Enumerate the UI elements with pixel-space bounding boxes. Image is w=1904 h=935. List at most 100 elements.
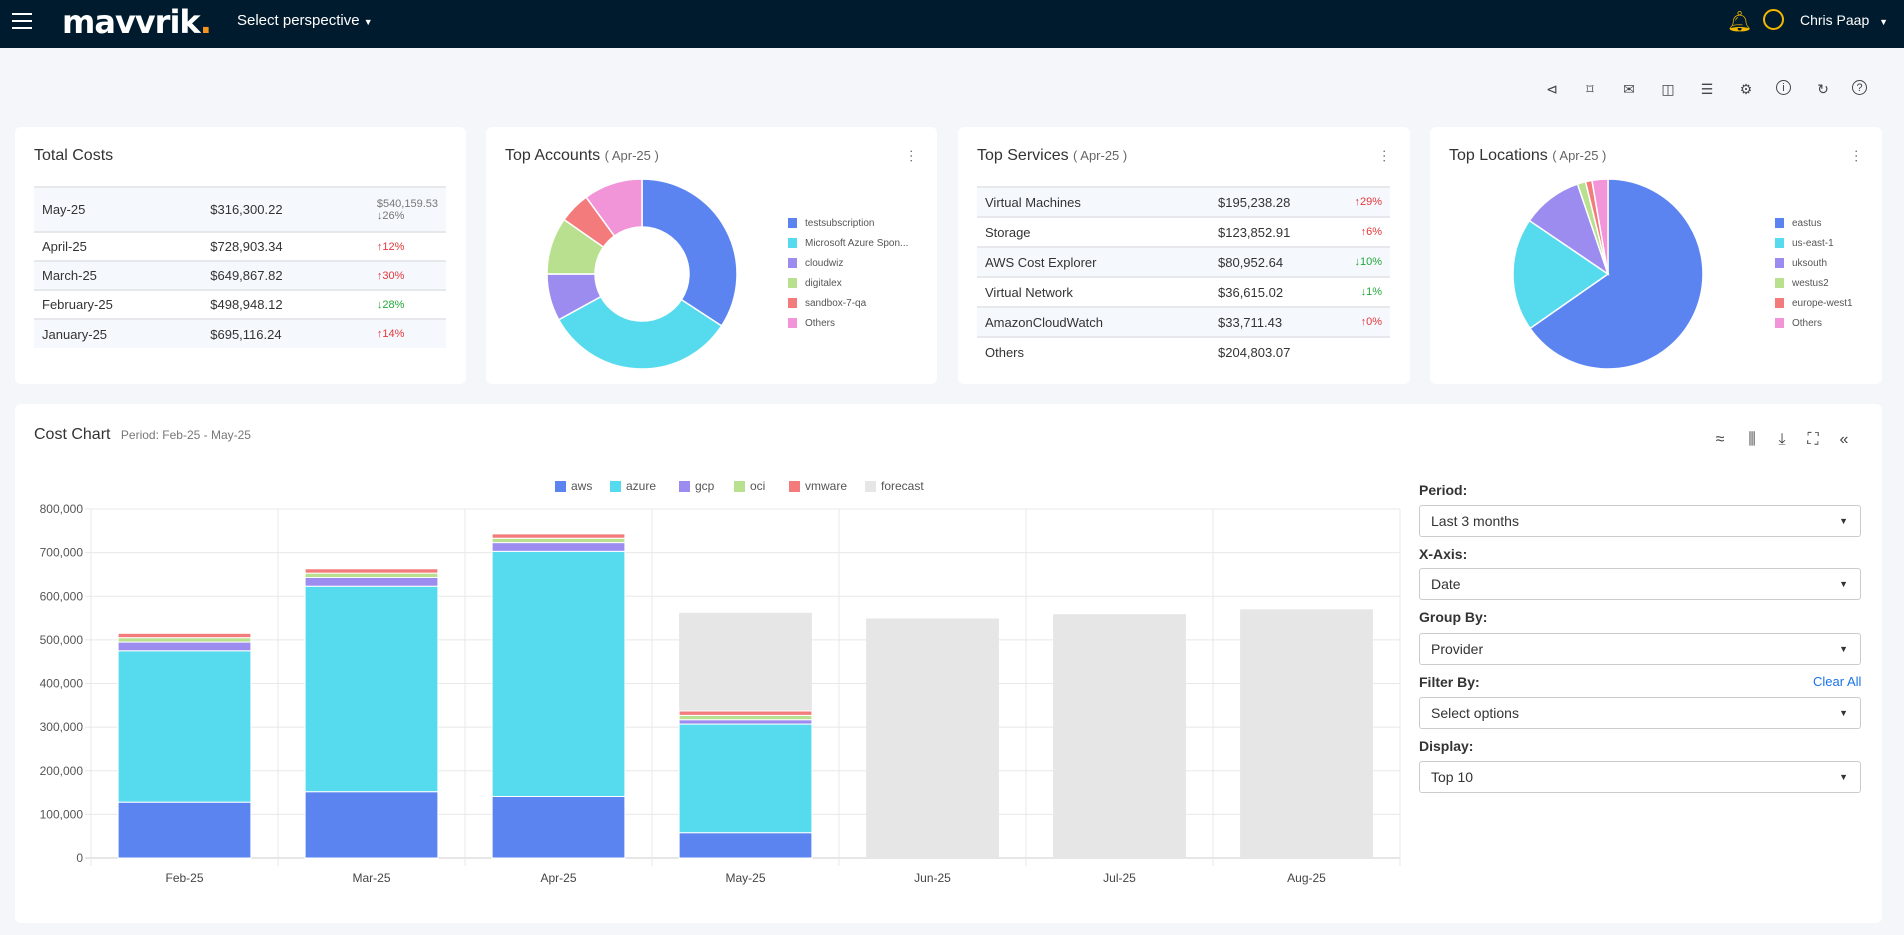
bar-oci-Feb-25[interactable] (117, 637, 252, 643)
bar-oci-Mar-25[interactable] (304, 572, 439, 578)
x-tick-label: Jun-25 (914, 871, 951, 885)
bar-chart-icon[interactable]: ⫼ (1748, 431, 1756, 448)
bar-vmware-Mar-25[interactable] (304, 568, 439, 574)
notification-bell-icon[interactable]: 🔔︎ (1727, 11, 1753, 33)
legend-item[interactable]: Others (1775, 313, 1853, 333)
legend-label[interactable]: gcp (695, 479, 715, 493)
clear-all-link[interactable]: Clear All (1813, 674, 1862, 689)
legend-item[interactable]: westus2 (1775, 273, 1853, 293)
collapse-icon[interactable]: « (1839, 431, 1849, 448)
legend-label[interactable]: oci (750, 479, 765, 493)
period-select[interactable]: Last 3 months ▼ (1419, 505, 1861, 537)
legend-item[interactable]: Microsoft Azure Spon... (788, 233, 908, 253)
bar-vmware-Apr-25[interactable] (491, 533, 626, 539)
user-avatar-icon[interactable] (1763, 9, 1784, 30)
y-tick-label: 400,000 (40, 677, 84, 691)
bar-oci-Apr-25[interactable] (491, 537, 626, 544)
legend-item[interactable]: cloudwiz (788, 253, 908, 273)
trend-icon[interactable]: ≈ (1715, 431, 1725, 448)
share-icon[interactable]: ⊲ (1546, 81, 1558, 97)
legend-item[interactable]: digitalex (788, 273, 908, 293)
pie-slice-microsoft-azure-spon-[interactable] (557, 295, 723, 370)
bookmark-icon[interactable]: ⌑ (1586, 81, 1594, 97)
bar-aws-Apr-25[interactable] (491, 795, 626, 859)
cost-value: $195,238.28 (1210, 186, 1320, 217)
display-label: Display: (1419, 738, 1474, 754)
refresh-icon[interactable]: ↻ (1817, 81, 1829, 97)
legend-item[interactable]: Others (788, 313, 908, 333)
legend-item[interactable]: us-east-1 (1775, 233, 1853, 253)
bar-aws-May-25[interactable] (678, 832, 813, 859)
legend-label[interactable]: vmware (805, 479, 847, 493)
hamburger-menu-icon[interactable] (12, 13, 32, 29)
mail-icon[interactable]: ✉ (1623, 81, 1635, 97)
x-tick-label: May-25 (725, 871, 765, 885)
legend-label[interactable]: azure (626, 479, 656, 493)
bar-gcp-Apr-25[interactable] (491, 542, 626, 552)
legend-label[interactable]: aws (571, 479, 592, 493)
legend-swatch (788, 238, 797, 248)
legend-item[interactable]: eastus (1775, 213, 1853, 233)
x-axis-select[interactable]: Date ▼ (1419, 568, 1861, 600)
legend-swatch-oci[interactable] (734, 481, 745, 492)
legend-item[interactable]: europe-west1 (1775, 293, 1853, 313)
bar-gcp-May-25[interactable] (678, 719, 813, 725)
bar-azure-Feb-25[interactable] (117, 650, 252, 803)
y-tick-label: 300,000 (40, 720, 84, 734)
legend-swatch-azure[interactable] (610, 481, 621, 492)
bar-azure-Apr-25[interactable] (491, 550, 626, 797)
legend-swatch-forecast[interactable] (865, 481, 876, 492)
service-label: Others (977, 336, 1210, 367)
legend-swatch-aws[interactable] (555, 481, 566, 492)
sliders-icon[interactable]: ☰ (1700, 81, 1714, 97)
bar-vmware-May-25[interactable] (678, 710, 813, 716)
bar-aws-Mar-25[interactable] (304, 791, 439, 859)
bar-forecast-Jul-25[interactable] (1053, 614, 1186, 858)
more-options-icon[interactable]: ⋯ (1377, 149, 1393, 163)
service-label: AmazonCloudWatch (977, 306, 1210, 337)
pie-slice-us-east-1[interactable] (1512, 219, 1610, 330)
legend-item[interactable]: sandbox-7-qa (788, 293, 908, 313)
bar-gcp-Feb-25[interactable] (117, 641, 252, 652)
cost-value: $123,852.91 (1210, 216, 1320, 247)
legend-item[interactable]: testsubscription (788, 213, 908, 233)
bar-oci-May-25[interactable] (678, 714, 813, 721)
pie-slice-others[interactable] (585, 178, 643, 238)
y-tick-label: 500,000 (40, 633, 84, 647)
legend-label[interactable]: forecast (881, 479, 924, 493)
table-row: May-25 $316,300.22 $540,159.53 ↓26% (34, 186, 446, 232)
change-cell: ↑30% (368, 260, 446, 290)
bar-forecast-Jun-25[interactable] (866, 618, 999, 858)
group-by-select[interactable]: Provider ▼ (1419, 633, 1861, 665)
change-value: ↓10% (1354, 256, 1382, 268)
user-menu[interactable]: Chris Paap ▼ (1800, 12, 1889, 28)
bar-gcp-Mar-25[interactable] (304, 576, 439, 587)
download-icon[interactable]: ⤓ (1778, 431, 1786, 448)
bar-azure-Mar-25[interactable] (304, 585, 439, 793)
help-icon[interactable]: ? (1852, 80, 1867, 95)
pie-slice-others[interactable] (1591, 178, 1609, 275)
bar-aws-Feb-25[interactable] (117, 801, 252, 859)
cost-value: $728,903.34 (202, 231, 369, 261)
perspective-dropdown[interactable]: Select perspective ▼ (237, 12, 373, 29)
fullscreen-icon[interactable]: ⛶ (1807, 431, 1819, 448)
legend-swatch (788, 278, 797, 288)
legend-label: Microsoft Azure Spon... (805, 237, 909, 249)
legend-swatch-vmware[interactable] (789, 481, 800, 492)
bar-forecast-Aug-25[interactable] (1240, 609, 1373, 858)
info-icon[interactable]: i (1776, 80, 1791, 95)
legend-label: testsubscription (805, 217, 875, 229)
display-select[interactable]: Top 10 ▼ (1419, 761, 1861, 793)
pie-slice-testsubscription[interactable] (641, 178, 738, 327)
more-options-icon[interactable]: ⋯ (904, 149, 920, 163)
bar-vmware-Feb-25[interactable] (117, 632, 252, 639)
camera-icon[interactable]: ◫ (1661, 81, 1675, 97)
more-options-icon[interactable]: ⋯ (1849, 149, 1865, 163)
logo[interactable]: mavvrik. (62, 3, 212, 41)
bar-azure-May-25[interactable] (678, 723, 813, 834)
gear-icon[interactable]: ⚙ (1739, 81, 1753, 97)
pie-slice-eastus[interactable] (1529, 178, 1704, 370)
legend-swatch-gcp[interactable] (679, 481, 690, 492)
filter-by-select[interactable]: Select options ▼ (1419, 697, 1861, 729)
legend-item[interactable]: uksouth (1775, 253, 1853, 273)
